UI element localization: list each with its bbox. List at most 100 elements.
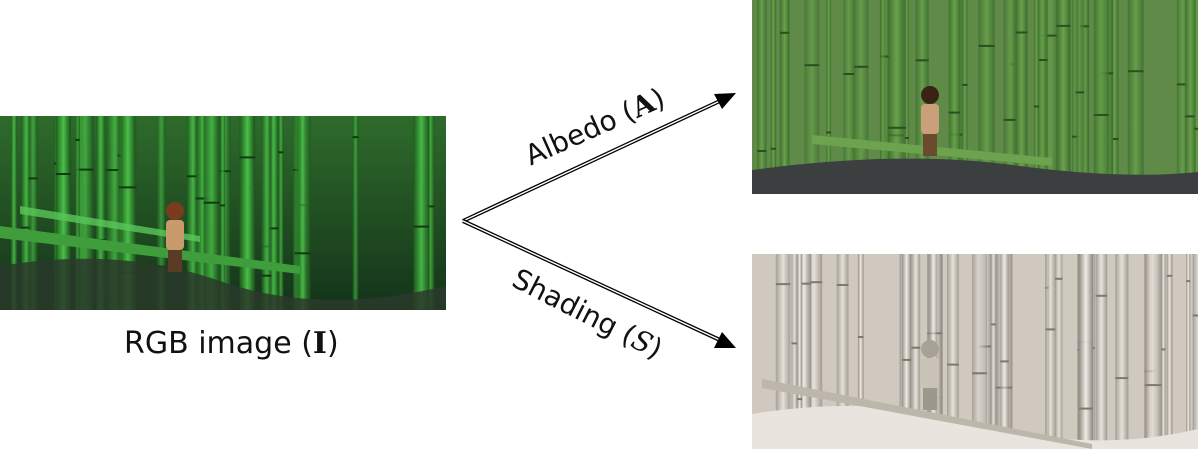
bamboo-node	[948, 111, 961, 114]
bamboo-stalk	[1015, 0, 1028, 194]
bamboo-stalk	[796, 254, 803, 449]
bamboo-node	[1166, 274, 1173, 277]
bamboo-stalk	[1109, 0, 1119, 194]
bamboo-node	[991, 323, 996, 326]
bamboo-node	[853, 65, 869, 68]
character-figure	[921, 340, 939, 410]
bamboo-node	[426, 205, 435, 208]
bamboo-node	[972, 372, 988, 375]
bamboo-node	[1109, 138, 1119, 140]
bamboo-stalk	[1095, 254, 1108, 449]
bamboo-stalk	[220, 116, 225, 310]
bamboo-stalk	[1144, 254, 1162, 449]
bamboo-node	[294, 252, 311, 255]
bamboo-node	[1041, 34, 1059, 37]
bamboo-stalk	[1037, 0, 1048, 194]
bamboo-node	[1033, 105, 1040, 108]
shading-scene	[752, 254, 1198, 449]
character-figure	[921, 86, 939, 156]
bamboo-stalk	[261, 116, 272, 310]
bamboo-stalk	[1072, 0, 1079, 194]
bamboo-stalk	[1055, 254, 1063, 449]
bamboo-node	[220, 204, 225, 207]
bamboo-node	[106, 169, 123, 171]
bamboo-stalk	[1045, 254, 1056, 449]
bamboo-stalk	[1115, 254, 1129, 449]
bamboo-node	[911, 346, 921, 349]
bamboo-node	[352, 136, 359, 139]
bamboo-stalk	[972, 254, 988, 449]
bamboo-node	[901, 358, 912, 361]
bamboo-node	[962, 83, 968, 86]
bamboo-stalk	[187, 116, 199, 310]
bamboo-node	[1144, 384, 1162, 387]
bamboo-node	[1161, 348, 1166, 351]
bamboo-node	[413, 225, 430, 228]
bamboo-node	[1045, 328, 1056, 331]
bamboo-node	[796, 282, 812, 285]
albedo-image	[752, 0, 1198, 194]
bamboo-node	[1115, 377, 1129, 380]
bamboo-node	[1194, 127, 1198, 130]
bamboo-stalk	[779, 0, 790, 194]
bamboo-stalk	[1186, 254, 1191, 449]
bamboo-node	[757, 150, 767, 152]
bamboo-node	[978, 44, 995, 47]
bamboo-stalk	[1078, 254, 1093, 449]
bamboo-stalk	[836, 254, 849, 449]
character-figure	[166, 202, 184, 272]
bamboo-node	[805, 281, 823, 284]
bamboo-stalk	[770, 0, 777, 194]
bamboo-stalk	[75, 116, 80, 310]
bamboo-node	[947, 363, 959, 366]
shading-arrow	[462, 219, 736, 348]
bamboo-node	[278, 151, 284, 154]
bamboo-node	[915, 59, 929, 62]
bamboo-node	[1015, 31, 1028, 34]
bamboo-stalk	[1093, 0, 1109, 194]
bamboo-node	[1075, 91, 1085, 94]
bamboo-stalk	[1079, 0, 1090, 194]
bamboo-node	[791, 342, 798, 345]
bamboo-stalk	[791, 254, 798, 449]
bamboo-node	[1176, 83, 1189, 86]
bamboo-stalk	[904, 0, 910, 194]
albedo-scene	[752, 0, 1198, 194]
bamboo-node	[779, 31, 790, 34]
bamboo-node	[804, 64, 820, 67]
bamboo-node	[75, 138, 80, 141]
bamboo-stalk	[948, 0, 961, 194]
bamboo-node	[55, 173, 71, 175]
bamboo-stalk	[1003, 0, 1017, 194]
bamboo-node	[1093, 114, 1109, 116]
bamboo-stalk	[352, 116, 359, 310]
bamboo-node	[1072, 135, 1079, 138]
bamboo-stalk	[156, 116, 166, 310]
bamboo-node	[268, 227, 279, 230]
bamboo-stalk	[857, 254, 864, 449]
albedo-arrow	[462, 93, 736, 223]
bamboo-stalk	[978, 0, 995, 194]
bamboo-stalk	[991, 254, 996, 449]
bamboo-stalk	[757, 0, 767, 194]
bamboo-stalk	[947, 254, 959, 449]
bamboo-node	[1000, 360, 1009, 363]
rgb-image	[0, 116, 446, 310]
bamboo-node	[904, 137, 910, 139]
bamboo-stalk	[826, 0, 832, 194]
bamboo-stalk	[911, 254, 921, 449]
bamboo-node	[1078, 407, 1093, 410]
rgb-image-caption: RGB image (I)	[124, 326, 339, 361]
bamboo-node	[1186, 280, 1191, 283]
bamboo-stalk	[96, 116, 106, 310]
bamboo-node	[1037, 59, 1048, 61]
bamboo-node	[836, 284, 849, 286]
bamboo-node	[775, 283, 791, 286]
bamboo-node	[1056, 24, 1071, 27]
bamboo-node	[826, 131, 832, 134]
bamboo-stalk	[1033, 0, 1040, 194]
bamboo-stalk	[775, 254, 791, 449]
bamboo-stalk	[880, 0, 886, 194]
bamboo-node	[1003, 118, 1017, 121]
